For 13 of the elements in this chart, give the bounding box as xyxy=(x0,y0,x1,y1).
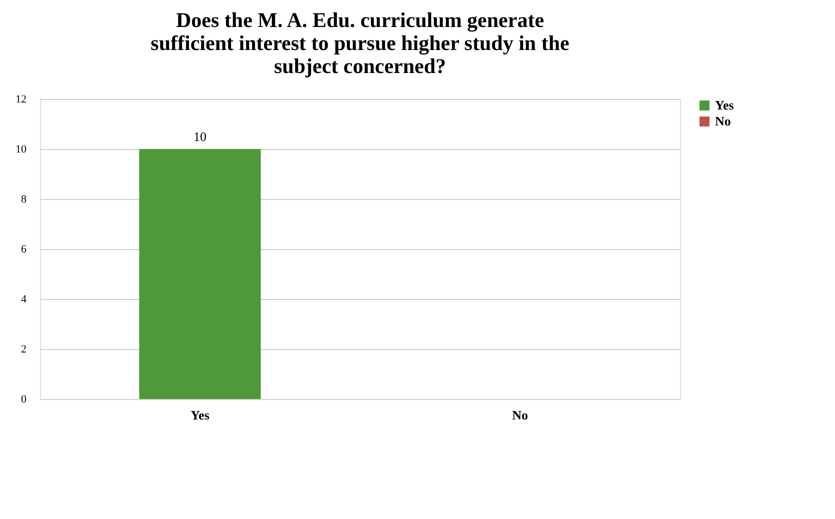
text: subject concerned? xyxy=(274,54,446,78)
legend-label: No xyxy=(715,114,731,128)
legend-label: Yes xyxy=(715,98,734,112)
y-tick-label: 4 xyxy=(21,294,27,306)
y-tick-label: 6 xyxy=(21,244,27,256)
data-label: 10 xyxy=(194,129,206,144)
y-tick-label: 12 xyxy=(16,94,26,106)
text: sufficient interest to pursue higher study in the xyxy=(150,31,570,55)
text: Does the M. A. Edu. curriculum generate xyxy=(176,8,544,32)
y-tick-label: 10 xyxy=(16,144,27,156)
y-tick-label: 8 xyxy=(21,194,27,206)
y-tick-label: 0 xyxy=(21,394,27,406)
y-tick-label: 2 xyxy=(21,344,26,356)
